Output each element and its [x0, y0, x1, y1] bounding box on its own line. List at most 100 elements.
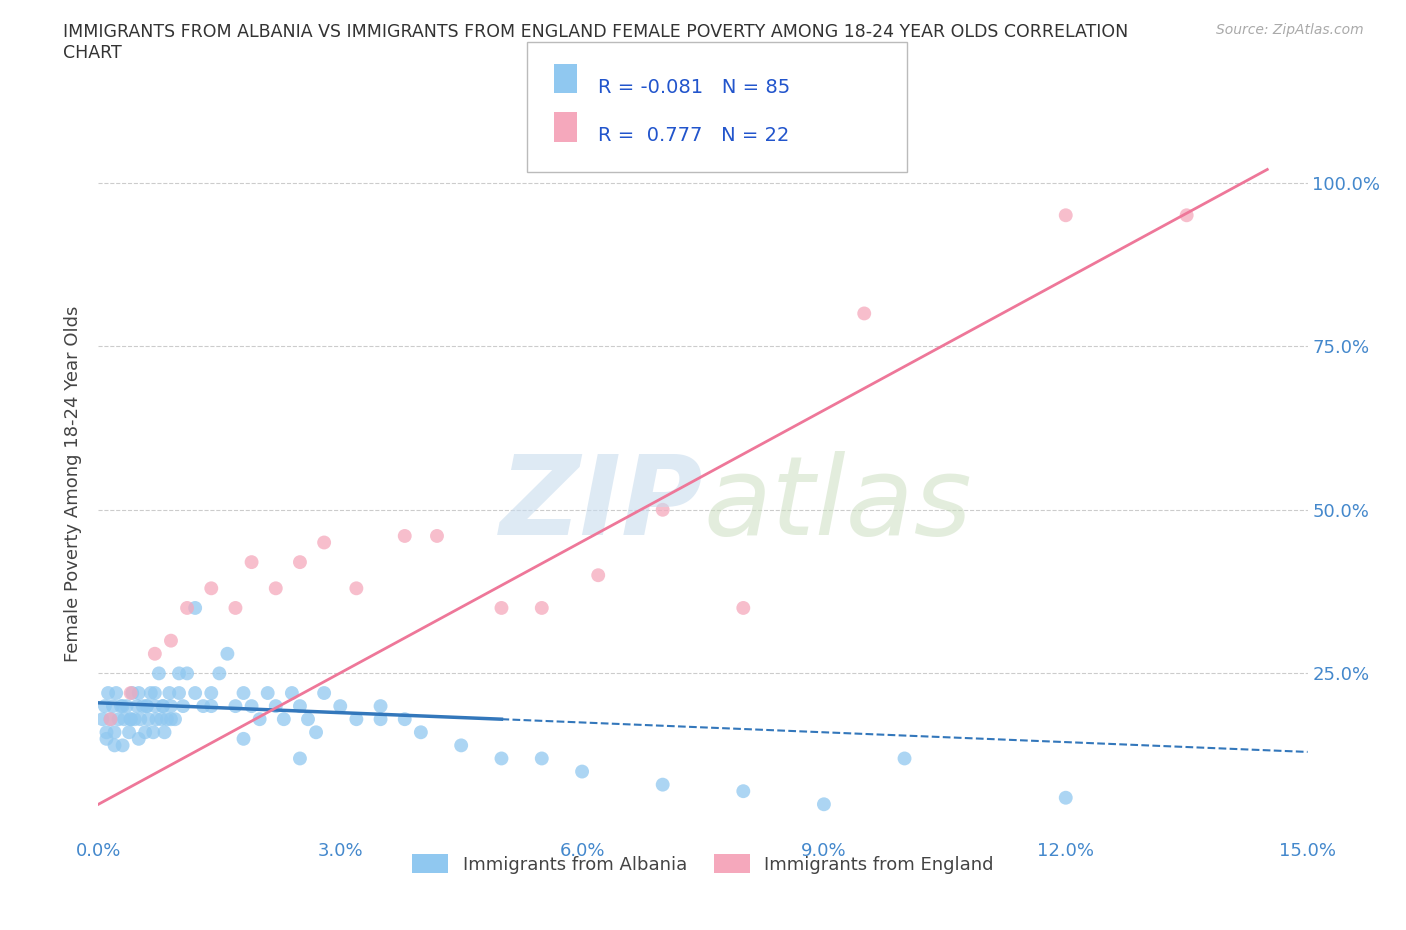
- Point: [232, 731, 254, 746]
- Point: [394, 528, 416, 543]
- Point: [111, 698, 134, 713]
- Point: [370, 711, 392, 726]
- Text: R =  0.777   N = 22: R = 0.777 N = 22: [598, 126, 789, 145]
- Point: [305, 724, 328, 739]
- Point: [132, 698, 155, 713]
- Point: [1175, 207, 1198, 222]
- Point: [128, 731, 150, 746]
- Point: [97, 685, 120, 700]
- Point: [586, 568, 609, 583]
- Point: [208, 666, 231, 681]
- Point: [111, 737, 134, 752]
- Point: [264, 581, 287, 596]
- Point: [105, 685, 128, 700]
- Point: [651, 777, 673, 792]
- Point: [101, 698, 124, 713]
- Point: [184, 685, 207, 700]
- Text: ZIP: ZIP: [499, 451, 703, 558]
- Point: [150, 711, 173, 726]
- Point: [249, 711, 271, 726]
- Point: [200, 698, 222, 713]
- Point: [103, 737, 125, 752]
- Point: [273, 711, 295, 726]
- Point: [156, 711, 179, 726]
- Point: [297, 711, 319, 726]
- Point: [571, 764, 593, 779]
- Point: [143, 698, 166, 713]
- Point: [344, 711, 367, 726]
- Point: [651, 502, 673, 517]
- Point: [491, 751, 513, 766]
- Point: [107, 711, 129, 726]
- Point: [288, 698, 311, 713]
- Point: [314, 535, 336, 550]
- Point: [1054, 207, 1077, 222]
- Point: [115, 698, 138, 713]
- Point: [94, 698, 117, 713]
- Point: [135, 698, 157, 713]
- Point: [153, 724, 176, 739]
- Point: [135, 698, 157, 713]
- Point: [127, 698, 149, 713]
- Point: [172, 698, 194, 713]
- Point: [329, 698, 352, 713]
- Point: [112, 711, 135, 726]
- Point: [281, 685, 304, 700]
- Point: [145, 711, 167, 726]
- Point: [148, 666, 170, 681]
- Point: [128, 685, 150, 700]
- Point: [157, 685, 180, 700]
- Point: [1054, 790, 1077, 805]
- Text: atlas: atlas: [703, 451, 972, 558]
- Point: [176, 601, 198, 616]
- Point: [120, 711, 142, 726]
- Point: [394, 711, 416, 726]
- Point: [370, 698, 392, 713]
- Point: [264, 698, 287, 713]
- Point: [853, 306, 876, 321]
- Point: [160, 698, 183, 713]
- Point: [733, 601, 755, 616]
- Point: [91, 711, 114, 726]
- Point: [143, 685, 166, 700]
- Point: [110, 698, 132, 713]
- Point: [224, 698, 246, 713]
- Point: [409, 724, 432, 739]
- Point: [240, 554, 263, 569]
- Point: [530, 751, 553, 766]
- Point: [314, 685, 336, 700]
- Point: [530, 601, 553, 616]
- Point: [200, 581, 222, 596]
- Point: [193, 698, 215, 713]
- Text: IMMIGRANTS FROM ALBANIA VS IMMIGRANTS FROM ENGLAND FEMALE POVERTY AMONG 18-24 YE: IMMIGRANTS FROM ALBANIA VS IMMIGRANTS FR…: [63, 23, 1129, 62]
- Point: [450, 737, 472, 752]
- Point: [224, 601, 246, 616]
- Point: [134, 724, 156, 739]
- Point: [120, 711, 142, 726]
- Point: [100, 711, 122, 726]
- Point: [96, 731, 118, 746]
- Y-axis label: Female Poverty Among 18-24 Year Olds: Female Poverty Among 18-24 Year Olds: [65, 305, 83, 662]
- Point: [893, 751, 915, 766]
- Point: [96, 724, 118, 739]
- Point: [138, 711, 160, 726]
- Point: [160, 633, 183, 648]
- Point: [152, 698, 174, 713]
- Point: [240, 698, 263, 713]
- Point: [200, 685, 222, 700]
- Point: [344, 581, 367, 596]
- Point: [100, 711, 122, 726]
- Point: [103, 724, 125, 739]
- Point: [491, 601, 513, 616]
- Point: [217, 646, 239, 661]
- Point: [288, 554, 311, 569]
- Point: [176, 666, 198, 681]
- Point: [120, 685, 142, 700]
- Point: [118, 724, 141, 739]
- Point: [288, 751, 311, 766]
- Point: [813, 797, 835, 812]
- Point: [143, 646, 166, 661]
- Legend: Immigrants from Albania, Immigrants from England: Immigrants from Albania, Immigrants from…: [405, 847, 1001, 881]
- Point: [256, 685, 278, 700]
- Point: [733, 784, 755, 799]
